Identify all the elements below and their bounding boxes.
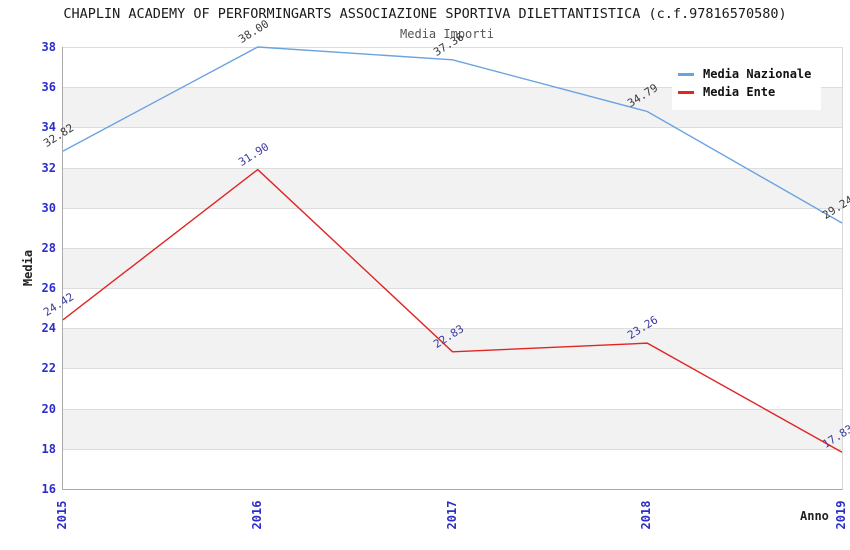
legend: Media Nazionale Media Ente <box>672 56 822 110</box>
y-tick-label: 32 <box>41 160 56 175</box>
x-tick-label: 2019 <box>834 500 848 530</box>
plot-area <box>62 46 843 490</box>
grid-band <box>63 127 842 168</box>
y-tick-label: 36 <box>41 80 56 95</box>
y-tick-label: 16 <box>41 482 56 496</box>
grid-band <box>63 247 842 289</box>
line-media-ente <box>62 168 843 453</box>
media-nazionale-line-swatch <box>678 72 694 76</box>
x-axis-title: Anno <box>800 509 829 523</box>
grid-band <box>63 167 842 208</box>
x-tick-label: 2016 <box>249 500 264 530</box>
y-tick-label: 26 <box>41 281 56 296</box>
x-tick-label: 2015 <box>55 500 69 530</box>
y-tick-label: 34 <box>41 120 56 135</box>
series-lines <box>62 46 843 453</box>
chart-subtitle: Media Importi <box>400 27 494 41</box>
y-tick-label: 38 <box>41 40 56 54</box>
grid-band <box>63 408 842 449</box>
x-tick-label: 2017 <box>444 500 459 530</box>
legend-label-media-ente: Media Ente <box>703 85 776 99</box>
y-tick-label: 18 <box>41 441 56 456</box>
legend-item-media-nazionale: Media Nazionale <box>678 67 811 81</box>
legend-label-media-nazionale: Media Nazionale <box>703 67 812 81</box>
y-tick-label: 22 <box>41 361 56 376</box>
legend-item-media-ente: Media Ente <box>678 85 811 99</box>
grid-band <box>63 368 842 409</box>
media-ente-line-swatch <box>678 90 694 94</box>
y-axis-title: Media <box>21 249 35 287</box>
y-tick-label: 28 <box>41 240 56 255</box>
grid-band <box>63 328 842 369</box>
grid-band <box>63 288 842 329</box>
y-tick-label: 20 <box>41 401 56 416</box>
grid-band <box>63 448 842 489</box>
line-media-nazionale <box>62 46 843 224</box>
chart-title: CHAPLIN ACADEMY OF PERFORMINGARTS ASSOCI… <box>63 6 787 22</box>
x-tick-label: 2018 <box>639 500 654 530</box>
y-tick-label: 30 <box>41 200 56 215</box>
y-tick-label: 24 <box>41 321 56 336</box>
grid-band <box>63 207 842 248</box>
